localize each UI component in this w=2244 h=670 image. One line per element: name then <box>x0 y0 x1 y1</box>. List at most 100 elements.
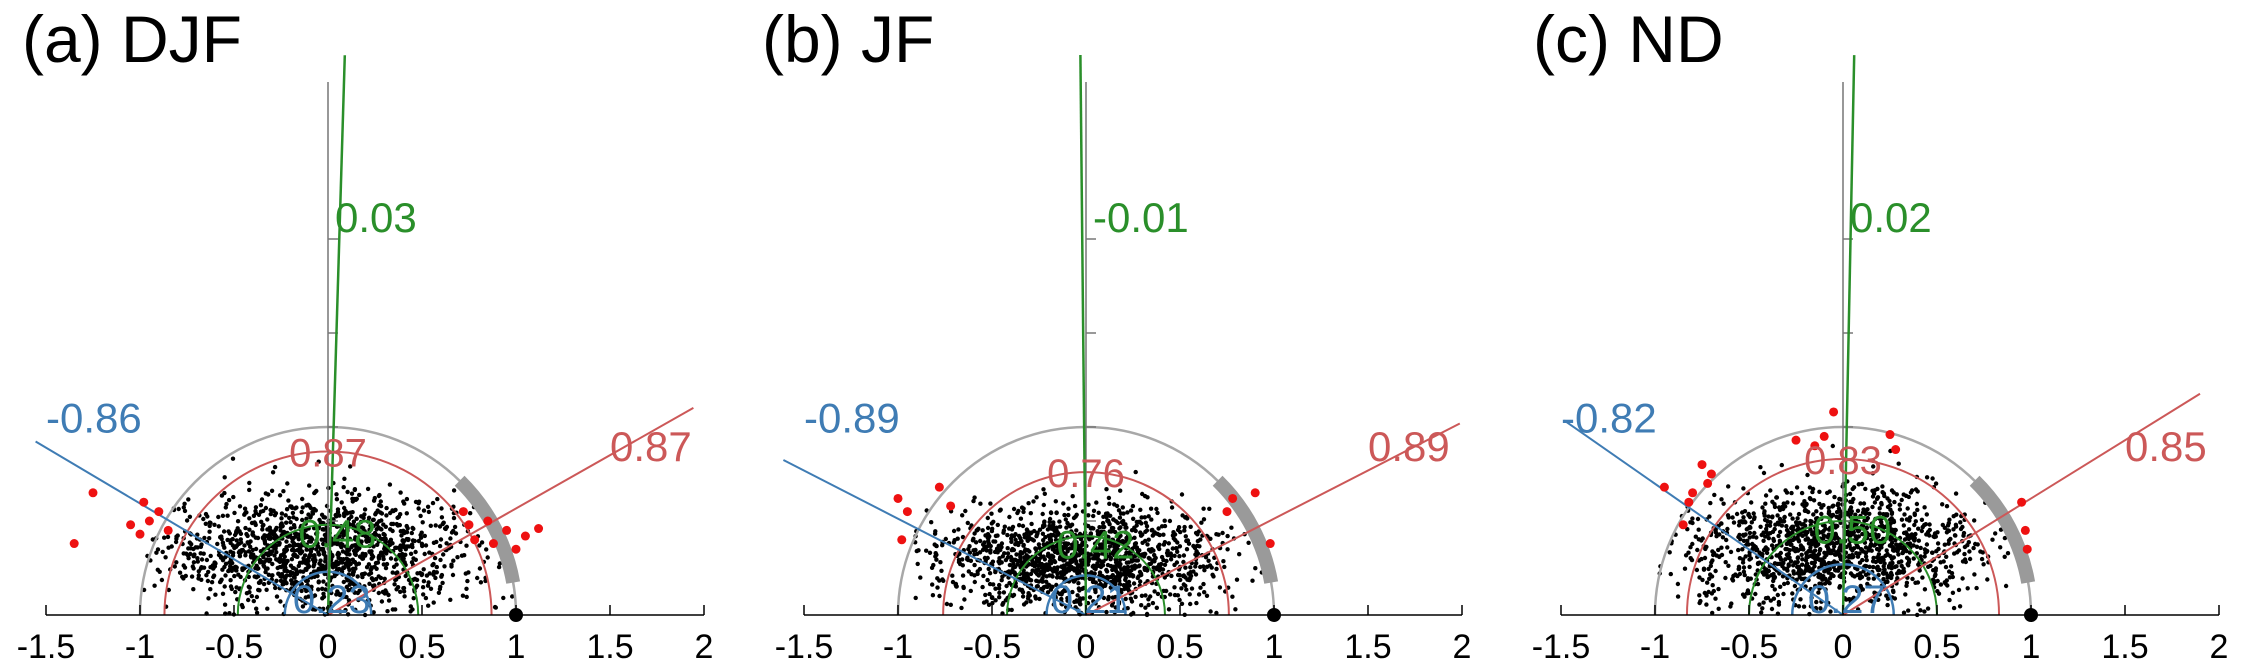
data-point <box>959 605 964 611</box>
data-point <box>421 567 426 572</box>
data-point <box>1002 524 1007 529</box>
data-point <box>298 569 303 574</box>
data-point <box>208 553 213 559</box>
data-point <box>1097 525 1102 530</box>
data-point <box>1790 527 1796 532</box>
outlier-point <box>1891 445 1901 455</box>
data-point <box>1702 590 1708 596</box>
data-point <box>1031 499 1036 504</box>
data-point <box>1062 571 1067 577</box>
data-point <box>982 555 988 561</box>
blue-radius-label: 0.27 <box>1808 578 1886 622</box>
data-point <box>416 506 421 511</box>
data-point <box>986 602 992 607</box>
data-point <box>1175 540 1180 545</box>
data-point <box>386 592 391 598</box>
outlier-point <box>1688 488 1698 498</box>
data-point <box>1076 553 1082 558</box>
data-point <box>1956 587 1962 593</box>
data-point <box>253 521 258 526</box>
data-point <box>1182 528 1187 533</box>
data-point <box>477 543 482 548</box>
data-point <box>1125 510 1130 515</box>
data-point <box>988 501 993 506</box>
data-point <box>1106 539 1111 545</box>
data-point <box>268 549 273 554</box>
data-point <box>1086 502 1091 507</box>
data-point <box>222 602 228 607</box>
data-point <box>1135 549 1141 554</box>
data-point <box>288 569 293 575</box>
data-point <box>1924 475 1930 480</box>
data-point <box>314 547 319 552</box>
red-radius-label: 0.76 <box>1047 452 1125 496</box>
data-point <box>1072 566 1077 571</box>
data-point <box>425 583 431 588</box>
data-point <box>1124 525 1129 530</box>
data-point <box>412 576 417 582</box>
data-point <box>349 587 354 592</box>
data-point <box>321 541 326 547</box>
data-point <box>312 506 317 512</box>
data-point <box>283 513 288 518</box>
data-point <box>1771 571 1776 577</box>
x-tick-label: -1 <box>1640 628 1670 666</box>
data-point <box>437 524 443 529</box>
x-tick-label: -0.5 <box>1720 628 1779 666</box>
data-point <box>354 548 360 553</box>
data-point <box>421 508 427 513</box>
data-point <box>1221 559 1226 564</box>
data-point <box>973 540 979 545</box>
data-point <box>1246 540 1251 545</box>
data-point <box>438 584 443 589</box>
data-point <box>1064 525 1069 530</box>
data-point <box>306 555 312 560</box>
data-point <box>186 497 191 502</box>
data-point <box>1981 562 1986 567</box>
data-point <box>433 575 438 581</box>
data-point <box>1037 545 1042 550</box>
data-point <box>356 522 361 527</box>
data-point <box>1166 607 1172 612</box>
data-point <box>1003 598 1008 603</box>
data-point <box>1123 530 1128 535</box>
data-point <box>1740 592 1746 597</box>
data-point <box>254 594 260 600</box>
data-point <box>1850 573 1855 578</box>
data-point <box>1931 568 1936 573</box>
data-point <box>963 508 968 514</box>
data-point <box>435 496 440 502</box>
data-point <box>1812 556 1818 561</box>
data-point <box>297 549 302 554</box>
data-point <box>1720 535 1726 540</box>
data-point <box>414 583 420 588</box>
data-point <box>1875 564 1880 569</box>
data-point <box>287 543 292 548</box>
data-point <box>464 594 469 600</box>
data-point <box>232 510 237 516</box>
data-point <box>1170 546 1176 551</box>
data-point <box>969 572 974 577</box>
data-point <box>1946 541 1951 546</box>
data-point <box>406 544 412 549</box>
data-point <box>1827 489 1832 494</box>
data-point <box>1760 606 1765 611</box>
data-point <box>403 547 408 552</box>
data-point <box>1741 538 1747 543</box>
outlier-points <box>69 488 544 554</box>
data-point <box>1066 506 1071 511</box>
data-point <box>1719 545 1724 550</box>
data-point <box>335 507 341 512</box>
data-point <box>279 574 285 579</box>
data-point <box>1193 564 1198 569</box>
data-point <box>1143 520 1149 525</box>
data-point <box>1186 571 1191 576</box>
data-point <box>1093 601 1098 606</box>
data-point <box>191 546 196 552</box>
data-point <box>162 535 167 540</box>
data-point <box>222 584 227 589</box>
outlier-point <box>1250 488 1260 498</box>
green-radius-label: 0.42 <box>1056 524 1134 568</box>
data-point <box>1123 596 1128 602</box>
data-point <box>1154 605 1160 610</box>
